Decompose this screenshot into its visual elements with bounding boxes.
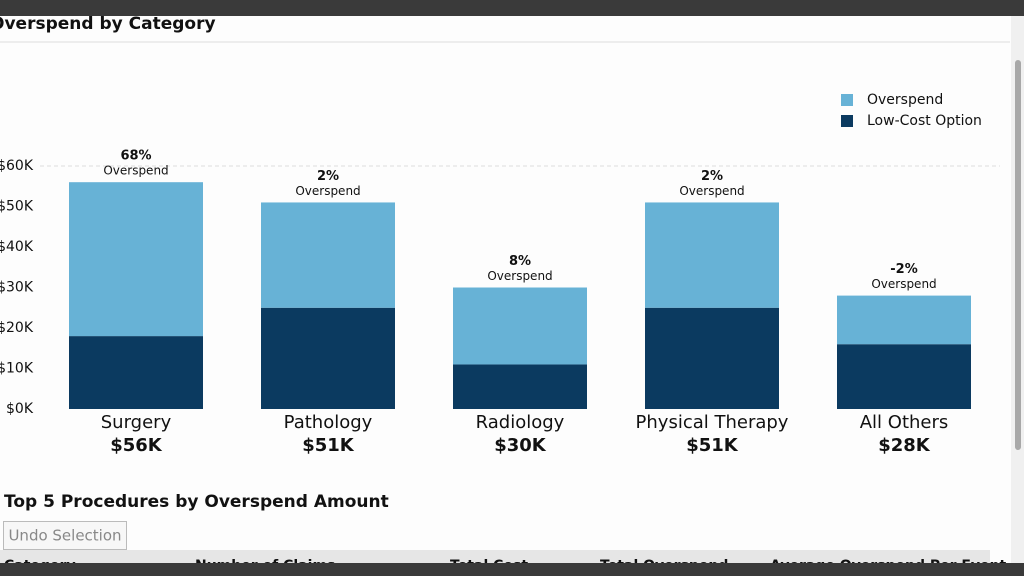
bar-total: $56K	[110, 435, 163, 456]
x-tick-label: Pathology	[284, 412, 373, 433]
top-bar	[0, 0, 1024, 16]
bar-total: $30K	[494, 435, 547, 456]
bar-segment	[69, 336, 203, 409]
table-header	[0, 550, 990, 564]
bar-segment	[645, 307, 779, 409]
y-tick-label: $10K	[0, 361, 34, 377]
bar-segment	[453, 287, 587, 365]
legend-label: Overspend	[867, 92, 943, 108]
y-tick-label: $40K	[0, 239, 34, 255]
x-tick-label: Surgery	[101, 412, 172, 433]
bar-segment	[645, 202, 779, 308]
y-tick-label: $60K	[0, 158, 34, 174]
plot: $0K$10K$20K$30K$40K$50K$60K68%OverspendS…	[0, 92, 1000, 456]
bar-total: $28K	[878, 435, 931, 456]
bar-segment	[837, 344, 971, 409]
bar-total: $51K	[686, 435, 739, 456]
bar-percent: 68%	[120, 149, 151, 164]
bar-percent: 2%	[701, 169, 723, 184]
x-tick-label: Radiology	[476, 412, 565, 433]
bar-segment	[837, 295, 971, 345]
bar-annotation: Overspend	[295, 184, 360, 198]
chart-title: Overspend by Category	[0, 14, 216, 34]
bar-segment	[261, 307, 395, 409]
bar-annotation: Overspend	[487, 269, 552, 283]
y-tick-label: $30K	[0, 280, 34, 296]
x-tick-label: Physical Therapy	[636, 412, 789, 433]
bar-percent: 8%	[509, 254, 531, 269]
bottom-bar	[0, 563, 1024, 576]
undo-button[interactable]	[3, 521, 127, 550]
bar-annotation: Overspend	[679, 184, 744, 198]
bar-percent: -2%	[890, 262, 917, 277]
y-tick-label: $20K	[0, 320, 34, 336]
undo-button-label: Undo Selection	[8, 527, 121, 545]
legend-label: Low-Cost Option	[867, 113, 982, 129]
scrollbar-thumb[interactable]	[1015, 60, 1021, 450]
y-tick-label: $0K	[6, 401, 34, 417]
bar-total: $51K	[302, 435, 355, 456]
x-tick-label: All Others	[860, 412, 949, 433]
bar-percent: 2%	[317, 169, 339, 184]
bar-annotation: Overspend	[103, 164, 168, 178]
bar-segment	[69, 182, 203, 337]
bar-segment	[261, 202, 395, 308]
legend-swatch	[841, 94, 853, 106]
section-title: Top 5 Procedures by Overspend Amount	[4, 492, 389, 512]
bar-annotation: Overspend	[871, 277, 936, 291]
bar-segment	[453, 364, 587, 409]
y-tick-label: $50K	[0, 199, 34, 215]
legend-swatch	[841, 115, 853, 127]
